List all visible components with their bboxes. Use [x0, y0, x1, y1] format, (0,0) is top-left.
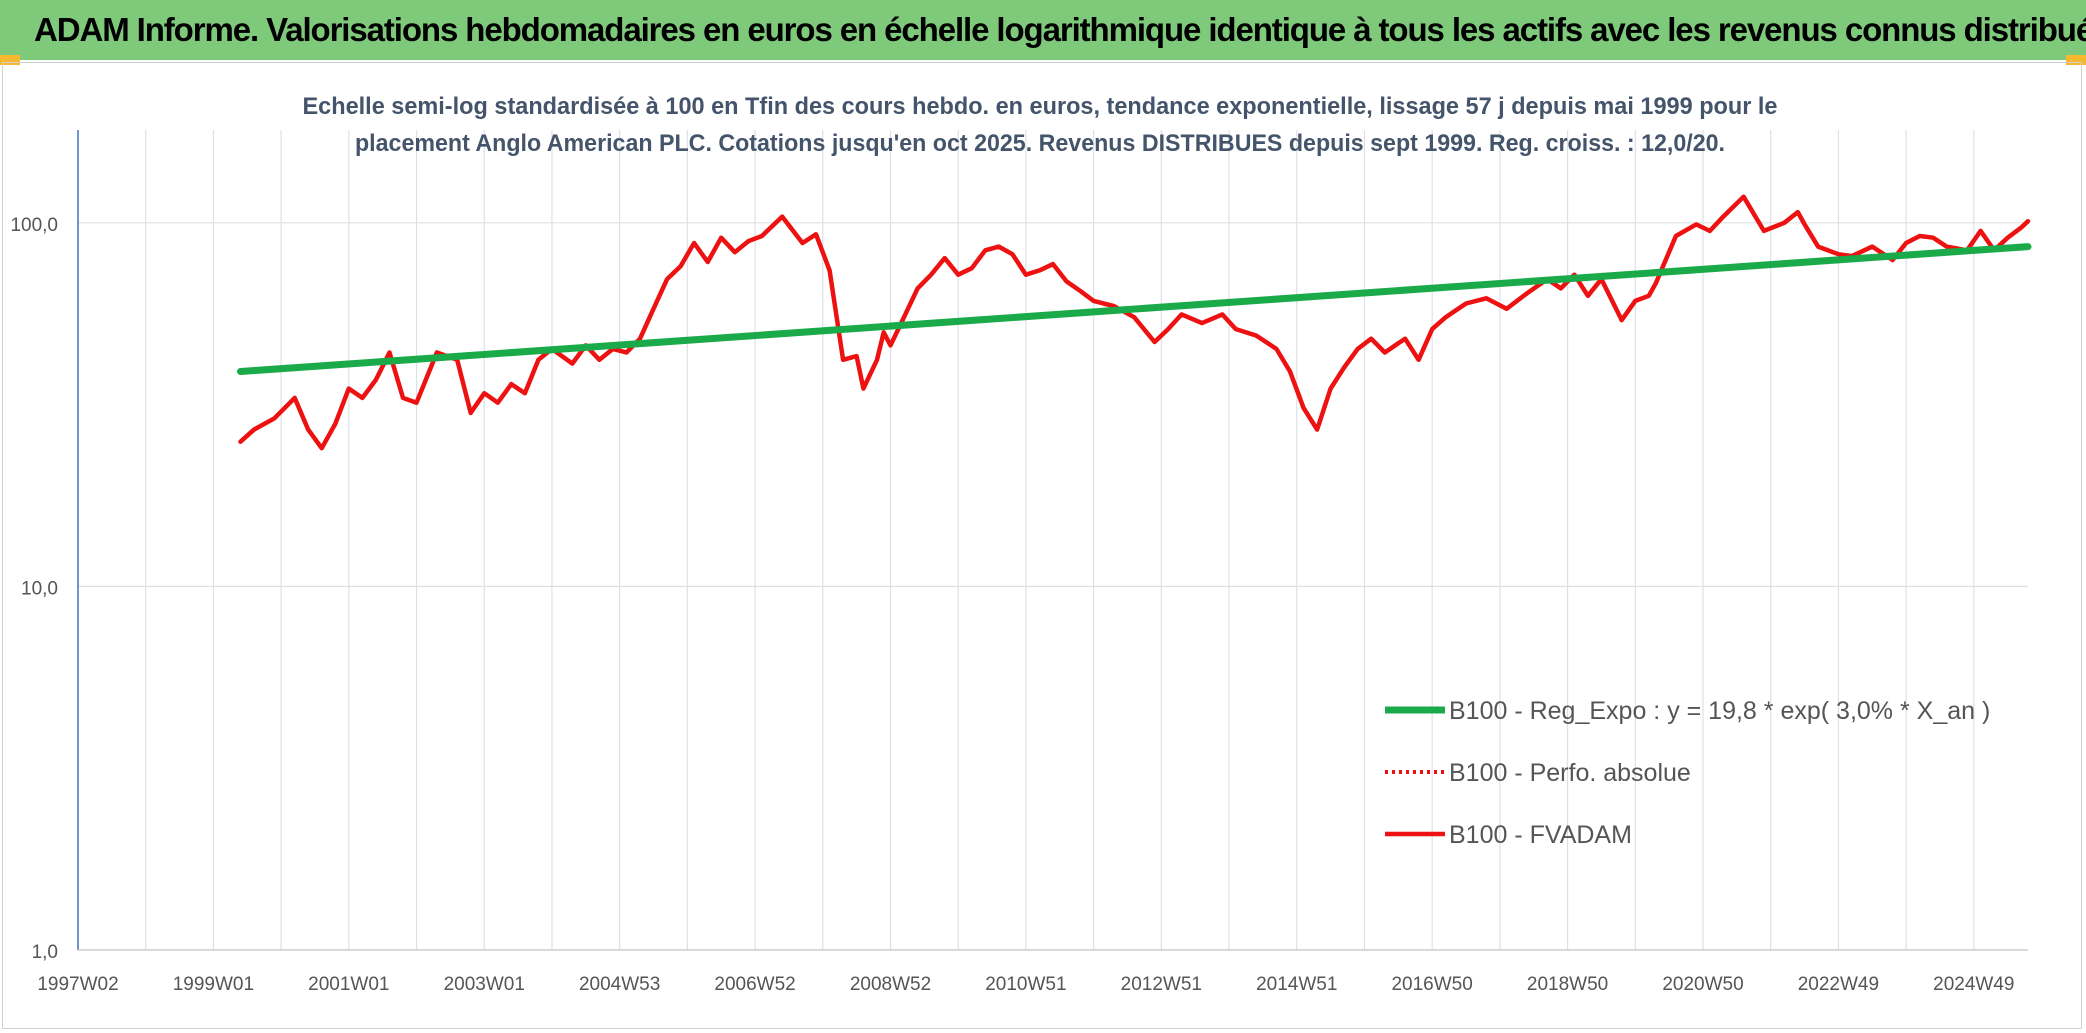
- x-tick-label: 2010W51: [985, 974, 1066, 995]
- x-tick-label: 2022W49: [1798, 974, 1879, 995]
- x-tick-label: 1999W01: [173, 974, 254, 995]
- series-line-2: [238, 194, 2031, 451]
- report-banner: ADAM Informe. Valorisations hebdomadaire…: [0, 0, 2086, 60]
- x-tick-label: 2008W52: [850, 974, 931, 995]
- legend-label: B100 - FVADAM: [1449, 821, 1632, 849]
- chart-title-line: Echelle semi-log standardisée à 100 en T…: [303, 93, 1778, 120]
- series: [237, 194, 2032, 451]
- x-tick-label: 2006W52: [714, 974, 795, 995]
- banner-title: ADAM Informe. Valorisations hebdomadaire…: [34, 11, 2086, 48]
- legend-label: B100 - Reg_Expo : y = 19,8 * exp( 3,0% *…: [1449, 697, 1990, 725]
- x-tick-label: 1997W02: [37, 974, 118, 995]
- x-tick-label: 2003W01: [444, 974, 525, 995]
- legend: B100 - Reg_Expo : y = 19,8 * exp( 3,0% *…: [1385, 697, 1990, 849]
- x-tick-label: 2016W50: [1391, 974, 1472, 995]
- x-tick-label: 2018W50: [1527, 974, 1608, 995]
- x-tick-label: 2001W01: [308, 974, 389, 995]
- x-tick-label: 2024W49: [1933, 974, 2014, 995]
- axes: 1,0 10,0 100,0 1997W02 1999W01 2001W01 2003W01…: [10, 130, 2028, 995]
- y-tick-label: 100,0: [10, 215, 58, 236]
- corner-accent-left: [0, 55, 20, 65]
- grid: [77, 130, 2028, 951]
- series-line-0: [237, 243, 2032, 375]
- chart-title: Echelle semi-log standardisée à 100 en T…: [303, 93, 1778, 157]
- y-tick-label: 10,0: [21, 578, 58, 599]
- x-tick-label: 2012W51: [1121, 974, 1202, 995]
- x-tick-label: 2014W51: [1256, 974, 1337, 995]
- y-tick-label: 1,0: [32, 942, 58, 963]
- legend-label: B100 - Perfo. absolue: [1449, 759, 1691, 787]
- x-tick-label: 2004W53: [579, 974, 660, 995]
- x-tick-label: 2020W50: [1662, 974, 1743, 995]
- corner-accent-right: [2066, 55, 2086, 65]
- chart-title-line: placement Anglo American PLC. Cotations …: [355, 130, 1725, 157]
- chart-frame: [2, 62, 2082, 1029]
